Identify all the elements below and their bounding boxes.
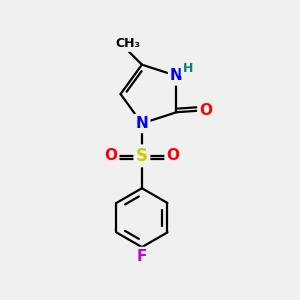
Text: N: N: [136, 116, 148, 131]
Text: N: N: [170, 68, 183, 83]
Text: H: H: [182, 62, 193, 75]
Text: F: F: [137, 249, 147, 264]
Text: CH₃: CH₃: [115, 37, 140, 50]
Text: S: S: [136, 147, 148, 165]
Text: O: O: [104, 148, 117, 163]
Text: O: O: [167, 148, 180, 163]
Text: O: O: [200, 103, 212, 118]
